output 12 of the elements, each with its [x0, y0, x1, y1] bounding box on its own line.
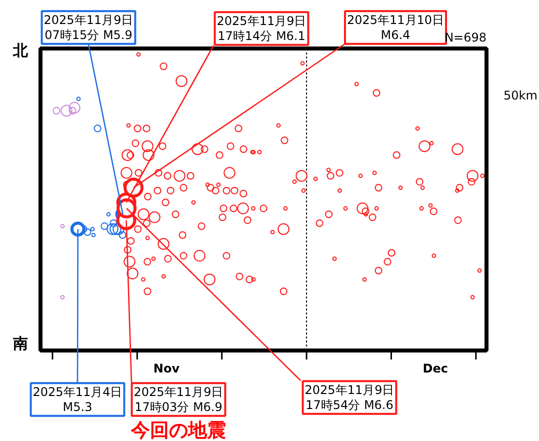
- annotation: 2025年11月9日 07時15分 M5.9: [44, 13, 134, 42]
- annotation: 2025年11月10日 M6.4: [346, 13, 444, 42]
- annotation: 2025年11月9日 17時03分 M6.9: [134, 385, 224, 414]
- text: 今回の地震: [130, 420, 226, 441]
- annotation: 2025年11月9日 17時54分 M6.6: [304, 383, 394, 412]
- annotation: 2025年11月4日 M5.3: [32, 385, 122, 414]
- annotation: 2025年11月9日 17時14分 M6.1: [216, 14, 306, 43]
- text: 南: [12, 334, 28, 352]
- x-tick-label: Nov: [153, 362, 180, 376]
- text: 北: [12, 42, 29, 60]
- x-tick-label: Dec: [422, 362, 448, 376]
- text: 50km: [504, 88, 538, 102]
